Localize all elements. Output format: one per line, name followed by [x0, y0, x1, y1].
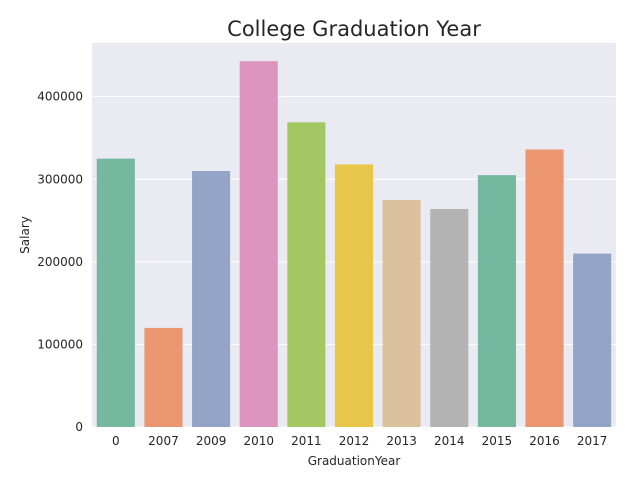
- y-tick-label: 0: [75, 420, 83, 434]
- x-tick-label: 2017: [577, 434, 608, 448]
- x-tick-labels: 0 2007 2009 2010 2011 2012 2013 2014 2015 2016 201…: [112, 434, 607, 448]
- y-tick-labels: 0 100000 200000 300000 400000: [37, 90, 83, 434]
- bar-2013: [382, 199, 421, 427]
- bar-2009: [192, 171, 231, 427]
- y-axis-label: Salary: [18, 216, 32, 254]
- bar-2016: [525, 149, 564, 427]
- y-tick-label: 400000: [37, 90, 83, 104]
- x-tick-label: 0: [112, 434, 120, 448]
- bars: [96, 61, 612, 428]
- x-axis-label: GraduationYear: [308, 454, 401, 468]
- bar-0: [96, 158, 135, 427]
- bar-2011: [287, 122, 326, 428]
- bar-2012: [334, 164, 374, 427]
- chart-title: College Graduation Year: [227, 17, 481, 41]
- y-tick-label: 300000: [37, 172, 83, 186]
- bar-2010: [239, 61, 278, 427]
- x-tick-label: 2007: [148, 434, 179, 448]
- bar-2014: [430, 208, 469, 427]
- bar-2015: [477, 175, 516, 427]
- bar-2007: [144, 327, 183, 427]
- x-tick-label: 2016: [529, 434, 560, 448]
- x-tick-label: 2014: [434, 434, 465, 448]
- x-tick-label: 2011: [291, 434, 322, 448]
- y-tick-label: 200000: [37, 255, 83, 269]
- x-tick-label: 2010: [243, 434, 274, 448]
- x-tick-label: 2012: [339, 434, 370, 448]
- x-tick-label: 2009: [196, 434, 227, 448]
- x-tick-label: 2015: [482, 434, 513, 448]
- y-tick-label: 100000: [37, 337, 83, 351]
- bar-2017: [573, 253, 612, 427]
- x-tick-label: 2013: [386, 434, 417, 448]
